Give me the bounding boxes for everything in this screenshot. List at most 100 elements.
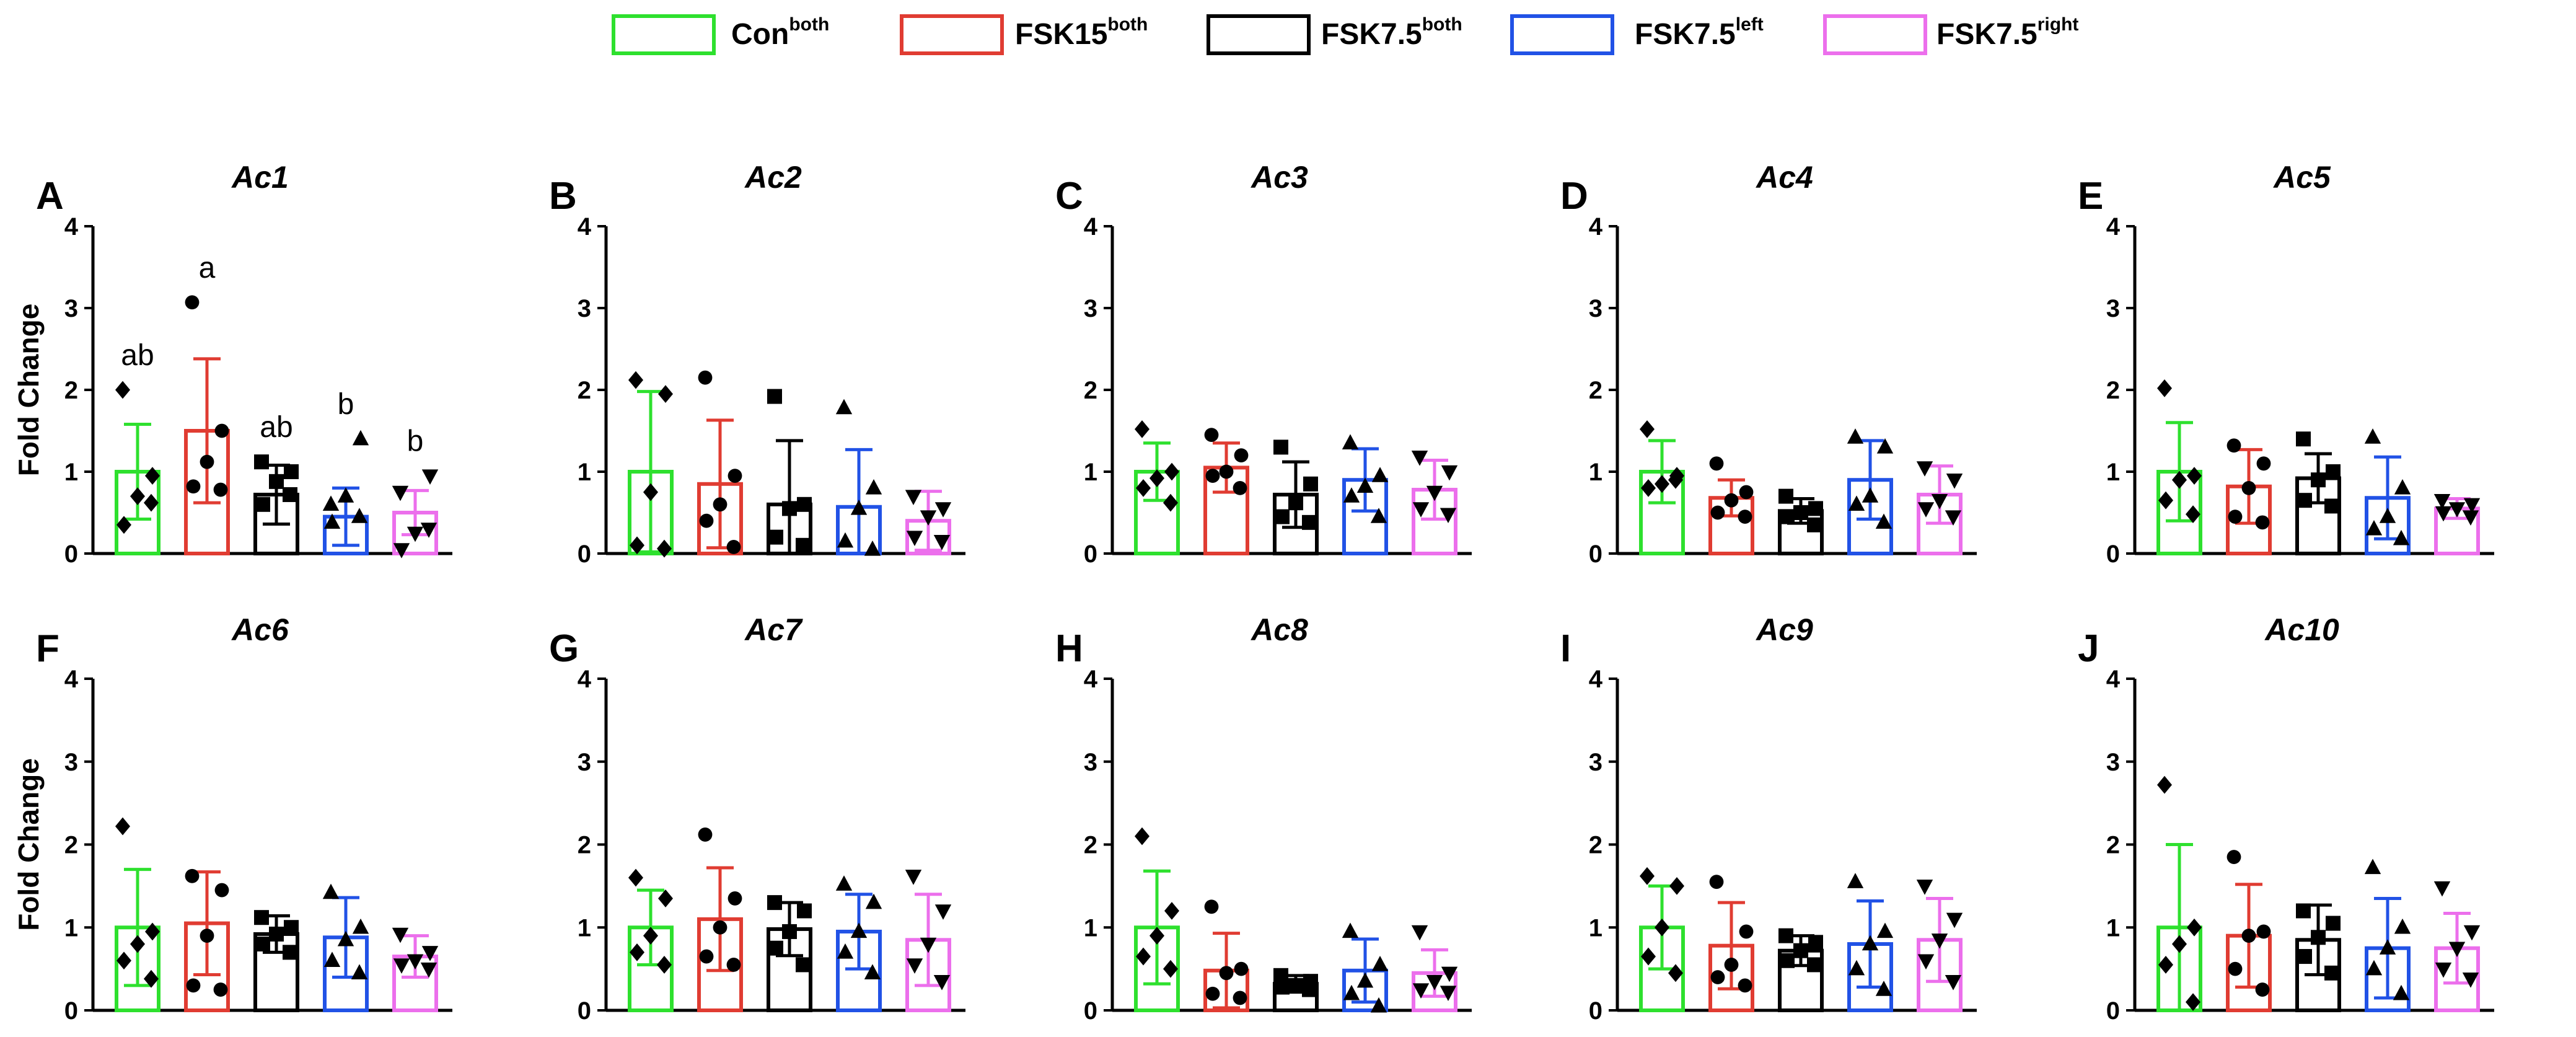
data-point-conboth: [2157, 379, 2172, 397]
legend-label-fsk15-both: FSK15both: [1015, 14, 1148, 51]
data-point-conboth: [1150, 469, 1164, 487]
y-tick-label: 4: [64, 666, 79, 693]
y-tick-label: 3: [1589, 295, 1602, 322]
legend-label-fsk7.5-both: FSK7.5both: [1321, 14, 1462, 51]
data-point-fsk7.5both: [284, 464, 299, 479]
data-point-fsk7.5both: [782, 924, 797, 939]
data-point-fsk15both: [1709, 456, 1724, 471]
data-point-fsk7.5left: [850, 500, 868, 515]
legend-swatch-fsk7.5-both: [1207, 14, 1311, 55]
data-point-conboth: [2157, 775, 2172, 794]
data-point-fsk7.5right: [1440, 508, 1457, 524]
data-point-fsk7.5both: [797, 903, 812, 919]
legend-swatch-fsk7.5-right: [1823, 14, 1927, 55]
data-point-fsk15both: [2227, 438, 2241, 453]
data-point-fsk7.5right: [2435, 962, 2452, 978]
y-tick-label: 2: [1589, 832, 1602, 859]
data-point-fsk7.5left: [322, 883, 340, 899]
data-point-fsk15both: [200, 454, 214, 469]
legend-swatch-fsk7.5-left: [1510, 14, 1614, 55]
data-point-conboth: [628, 868, 643, 887]
panel-ac7: G Ac7 0 1 2 3 4: [549, 612, 965, 1025]
data-point-fsk7.5right: [1917, 502, 1935, 518]
data-point-fsk7.5left: [2379, 939, 2396, 955]
y-tick-label: 3: [578, 295, 591, 322]
data-point-fsk15both: [1205, 469, 1220, 483]
data-point-fsk15both: [726, 958, 741, 972]
y-tick-label: 0: [64, 997, 78, 1025]
data-point-fsk7.5right: [1946, 912, 1963, 929]
data-point-fsk15both: [1738, 978, 1752, 993]
data-point-fsk7.5right: [2448, 502, 2466, 518]
panel-title: Ac1: [231, 160, 289, 195]
panel-ac3: C Ac3 0 1 2 3 4: [1055, 160, 1472, 568]
data-point-fsk7.5left: [352, 918, 369, 934]
panel-title: Ac4: [1755, 160, 1813, 195]
y-tick-label: 0: [1084, 997, 1097, 1025]
legend-label-fsk7.5-left: FSK7.5left: [1635, 14, 1764, 51]
data-point-fsk7.5both: [797, 496, 812, 512]
data-point-conboth: [1668, 470, 1683, 489]
data-point-fsk7.5left: [835, 875, 853, 891]
data-point-fsk7.5left: [2365, 520, 2383, 536]
data-point-fsk7.5both: [768, 940, 783, 956]
data-point-fsk7.5right: [1945, 974, 1962, 991]
data-point-fsk7.5both: [768, 529, 783, 545]
panel-letter: I: [1560, 627, 1571, 670]
y-axis-label: Fold Change: [12, 304, 45, 477]
data-point-fsk7.5left: [2394, 918, 2411, 934]
data-point-fsk7.5right: [1411, 451, 1428, 466]
data-point-fsk7.5right: [1441, 966, 1458, 982]
y-tick-label: 0: [2106, 541, 2120, 568]
data-point-fsk7.5right: [1916, 880, 1933, 895]
data-point-conboth: [1136, 947, 1151, 966]
data-point-conboth: [643, 927, 658, 945]
data-point-conboth: [657, 539, 672, 558]
data-point-fsk15both: [1709, 875, 1724, 889]
panel-letter: G: [549, 627, 579, 670]
data-point-fsk7.5both: [2311, 472, 2326, 488]
data-point-fsk15both: [1724, 493, 1739, 508]
data-point-fsk15both: [185, 295, 200, 310]
data-point-fsk7.5both: [283, 487, 297, 502]
y-tick-label: 2: [1084, 377, 1097, 404]
panel-title: Ac5: [2272, 160, 2331, 195]
data-point-fsk15both: [1738, 510, 1752, 524]
legend-item-fsk15-both: FSK15both: [900, 14, 1148, 55]
data-point-fsk7.5left: [865, 893, 882, 909]
data-point-fsk15both: [713, 920, 728, 935]
data-point-fsk15both: [726, 540, 741, 554]
data-point-fsk7.5right: [1440, 986, 1457, 1001]
y-tick-label: 0: [64, 541, 78, 568]
data-point-fsk7.5left: [351, 964, 368, 980]
data-point-fsk7.5both: [2326, 916, 2341, 931]
data-point-fsk15both: [2228, 510, 2243, 524]
panel-title: Ac7: [744, 612, 803, 647]
y-tick-label: 3: [1084, 295, 1097, 322]
data-point-fsk7.5both: [1807, 957, 1822, 973]
data-point-fsk7.5left: [2393, 529, 2410, 545]
data-point-fsk7.5both: [2297, 949, 2312, 964]
data-point-fsk7.5left: [1862, 487, 1879, 503]
y-tick-label: 4: [2106, 213, 2121, 240]
data-point-fsk15both: [728, 469, 742, 483]
data-point-fsk7.5left: [1862, 935, 1879, 951]
y-tick-label: 3: [578, 749, 591, 776]
panel-title: Ac6: [231, 612, 289, 647]
data-point-fsk7.5both: [1780, 509, 1795, 524]
data-point-fsk7.5left: [1356, 477, 1374, 493]
data-point-conboth: [1655, 918, 1669, 937]
data-point-fsk7.5left: [1371, 467, 1389, 482]
data-point-fsk7.5both: [767, 389, 782, 404]
data-point-fsk7.5right: [934, 904, 952, 920]
y-tick-label: 1: [1589, 914, 1602, 942]
data-point-fsk7.5right: [2463, 498, 2481, 514]
data-point-fsk7.5both: [283, 945, 297, 960]
data-point-fsk7.5right: [420, 523, 437, 538]
data-point-fsk7.5left: [850, 922, 868, 938]
data-point-conboth: [1641, 479, 1656, 497]
data-point-fsk7.5both: [2311, 930, 2326, 945]
data-point-fsk7.5both: [2296, 903, 2311, 919]
y-tick-label: 4: [1589, 213, 1603, 240]
data-point-fsk15both: [1739, 924, 1754, 939]
